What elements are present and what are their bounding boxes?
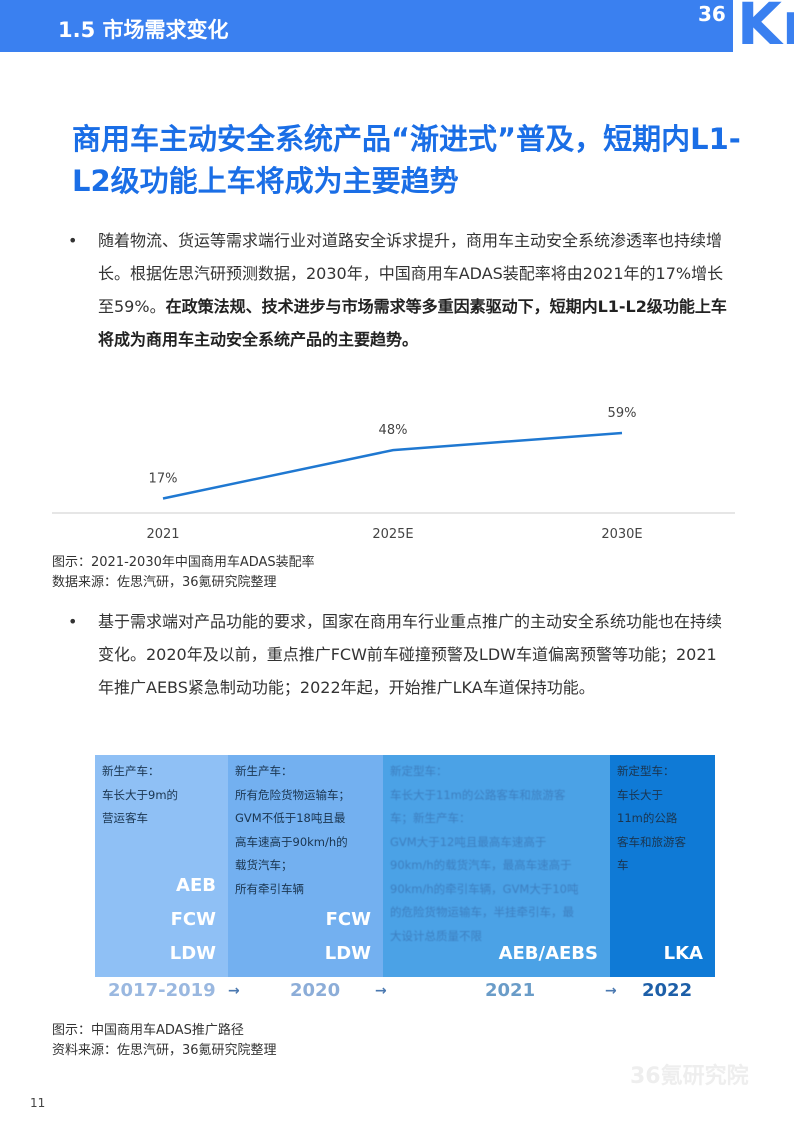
roadmap-column-2022: 新定型车： 车长大于 11m的公路 客车和旅游客车 LKA: [610, 755, 715, 977]
requirement-line: 客车和旅游客: [617, 834, 686, 849]
requirement-line: 的危险货物运输车，半挂牵引车，最: [390, 905, 574, 919]
paragraph-bold: 在政策法规、技术进步与市场需求等多重因素驱动下，短期内L1-L2级功能上车将成为…: [98, 297, 727, 349]
requirement-line: 90km/h的牵引车辆，GVM大于10吨: [390, 881, 579, 896]
requirement-line: 11m的公路: [617, 811, 678, 825]
bullet-icon: •: [68, 612, 78, 631]
requirement-line: 车: [617, 858, 629, 872]
requirement-line: 车；新生产车：: [390, 811, 471, 825]
series-line: [162, 431, 623, 500]
requirement-line: 90km/h的载货汽车，最高车速高于: [390, 858, 572, 872]
requirement-line: 新生产车：: [102, 764, 160, 778]
adas-roadmap: 新生产车： 车长大于9m的 营运客车 AEB FCW LDW 新生产车： 所有危险货物运输车；…: [95, 755, 715, 977]
requirement-line: GVM大于12吨且最高车速高于: [390, 834, 547, 849]
roadmap-year: 2021: [485, 980, 536, 1001]
requirement-line: 营运客车: [102, 811, 148, 825]
requirement-line: 所有危险货物运输车；: [235, 787, 350, 802]
paragraph-text: 随着物流、货运等需求端行业对道路安全诉求提升，商用车主动安全系统渗透率也持续增长…: [98, 231, 724, 316]
requirement-line: 大设计总质量不限: [390, 928, 482, 943]
arrow-icon: →: [605, 983, 617, 999]
page-title: 商用车主动安全系统产品“渐进式”普及，短期内L1-L2级功能上车将成为主要趋势: [72, 122, 741, 198]
roadmap-year: 2020: [290, 980, 341, 1001]
source-caption: 数据来源：佐思汽研，36氪研究院整理: [52, 575, 277, 590]
section-header-bar: 1.5 市场需求变化: [0, 0, 740, 52]
requirement-line: 新定型车：: [390, 764, 448, 778]
roadmap-year: 2017-2019: [108, 980, 216, 1001]
function-tag: LDW: [169, 943, 216, 964]
requirement-line: 车长大于: [617, 787, 663, 802]
arrow-icon: →: [228, 983, 240, 999]
function-tag: LDW: [324, 943, 371, 964]
roadmap-column-2017-2019: 新生产车： 车长大于9m的 营运客车 AEB FCW LDW: [95, 755, 228, 977]
requirement-line: 车长大于11m的公路客车和旅游客: [390, 787, 566, 802]
adas-rate-line-chart: 17% 2021 48% 2025E 59% 2030E: [52, 406, 735, 542]
data-label: 17%: [149, 471, 178, 486]
page-number: 11: [30, 1096, 46, 1110]
x-tick-label: 2021: [146, 527, 179, 542]
figure-caption: 图示：中国商用车ADAS推广路径: [52, 1023, 244, 1038]
section-title: 1.5 市场需求变化: [58, 18, 229, 42]
figure-caption: 图示：2021-2030年中国商用车ADAS装配率: [52, 555, 315, 570]
requirement-line: 新生产车：: [235, 764, 293, 778]
requirement-line: 所有牵引车辆: [235, 881, 304, 896]
source-caption: 资料来源：佐思汽研，36氪研究院整理: [52, 1043, 277, 1058]
function-tag: AEB: [176, 875, 216, 896]
36kr-logo: 36Kr: [693, 0, 794, 56]
requirement-line: 高车速高于90km/h的: [235, 834, 348, 849]
roadmap-column-2021: 新定型车： 车长大于11m的公路客车和旅游客 车；新生产车： GVM大于12吨且最高车…: [383, 755, 610, 977]
data-label: 59%: [608, 406, 637, 421]
x-tick-label: 2025E: [372, 527, 413, 542]
function-tag: AEB/AEBS: [498, 943, 598, 964]
function-tag: FCW: [170, 909, 216, 930]
requirement-line: 载货汽车；: [235, 858, 293, 872]
data-label: 48%: [379, 423, 408, 438]
roadmap-caption: 图示：中国商用车ADAS推广路径 资料来源：佐思汽研，36氪研究院整理: [52, 1021, 277, 1061]
x-tick-label: 2030E: [601, 527, 642, 542]
function-tag: LKA: [663, 943, 703, 964]
function-tag: FCW: [325, 909, 371, 930]
arrow-icon: →: [375, 983, 387, 999]
bullet-icon: •: [68, 231, 78, 250]
chart-caption: 图示：2021-2030年中国商用车ADAS装配率 数据来源：佐思汽研，36氪研…: [52, 553, 315, 593]
roadmap-column-2020: 新生产车： 所有危险货物运输车； GVM不低于18吨且最 高车速高于90km/h的 载货…: [228, 755, 383, 977]
watermark: 36氪研究院: [630, 1064, 749, 1089]
roadmap-year: 2022: [642, 980, 693, 1001]
requirement-line: GVM不低于18吨且最: [235, 811, 346, 825]
requirement-line: 新定型车：: [617, 764, 675, 778]
requirement-line: 车长大于9m的: [102, 787, 179, 802]
